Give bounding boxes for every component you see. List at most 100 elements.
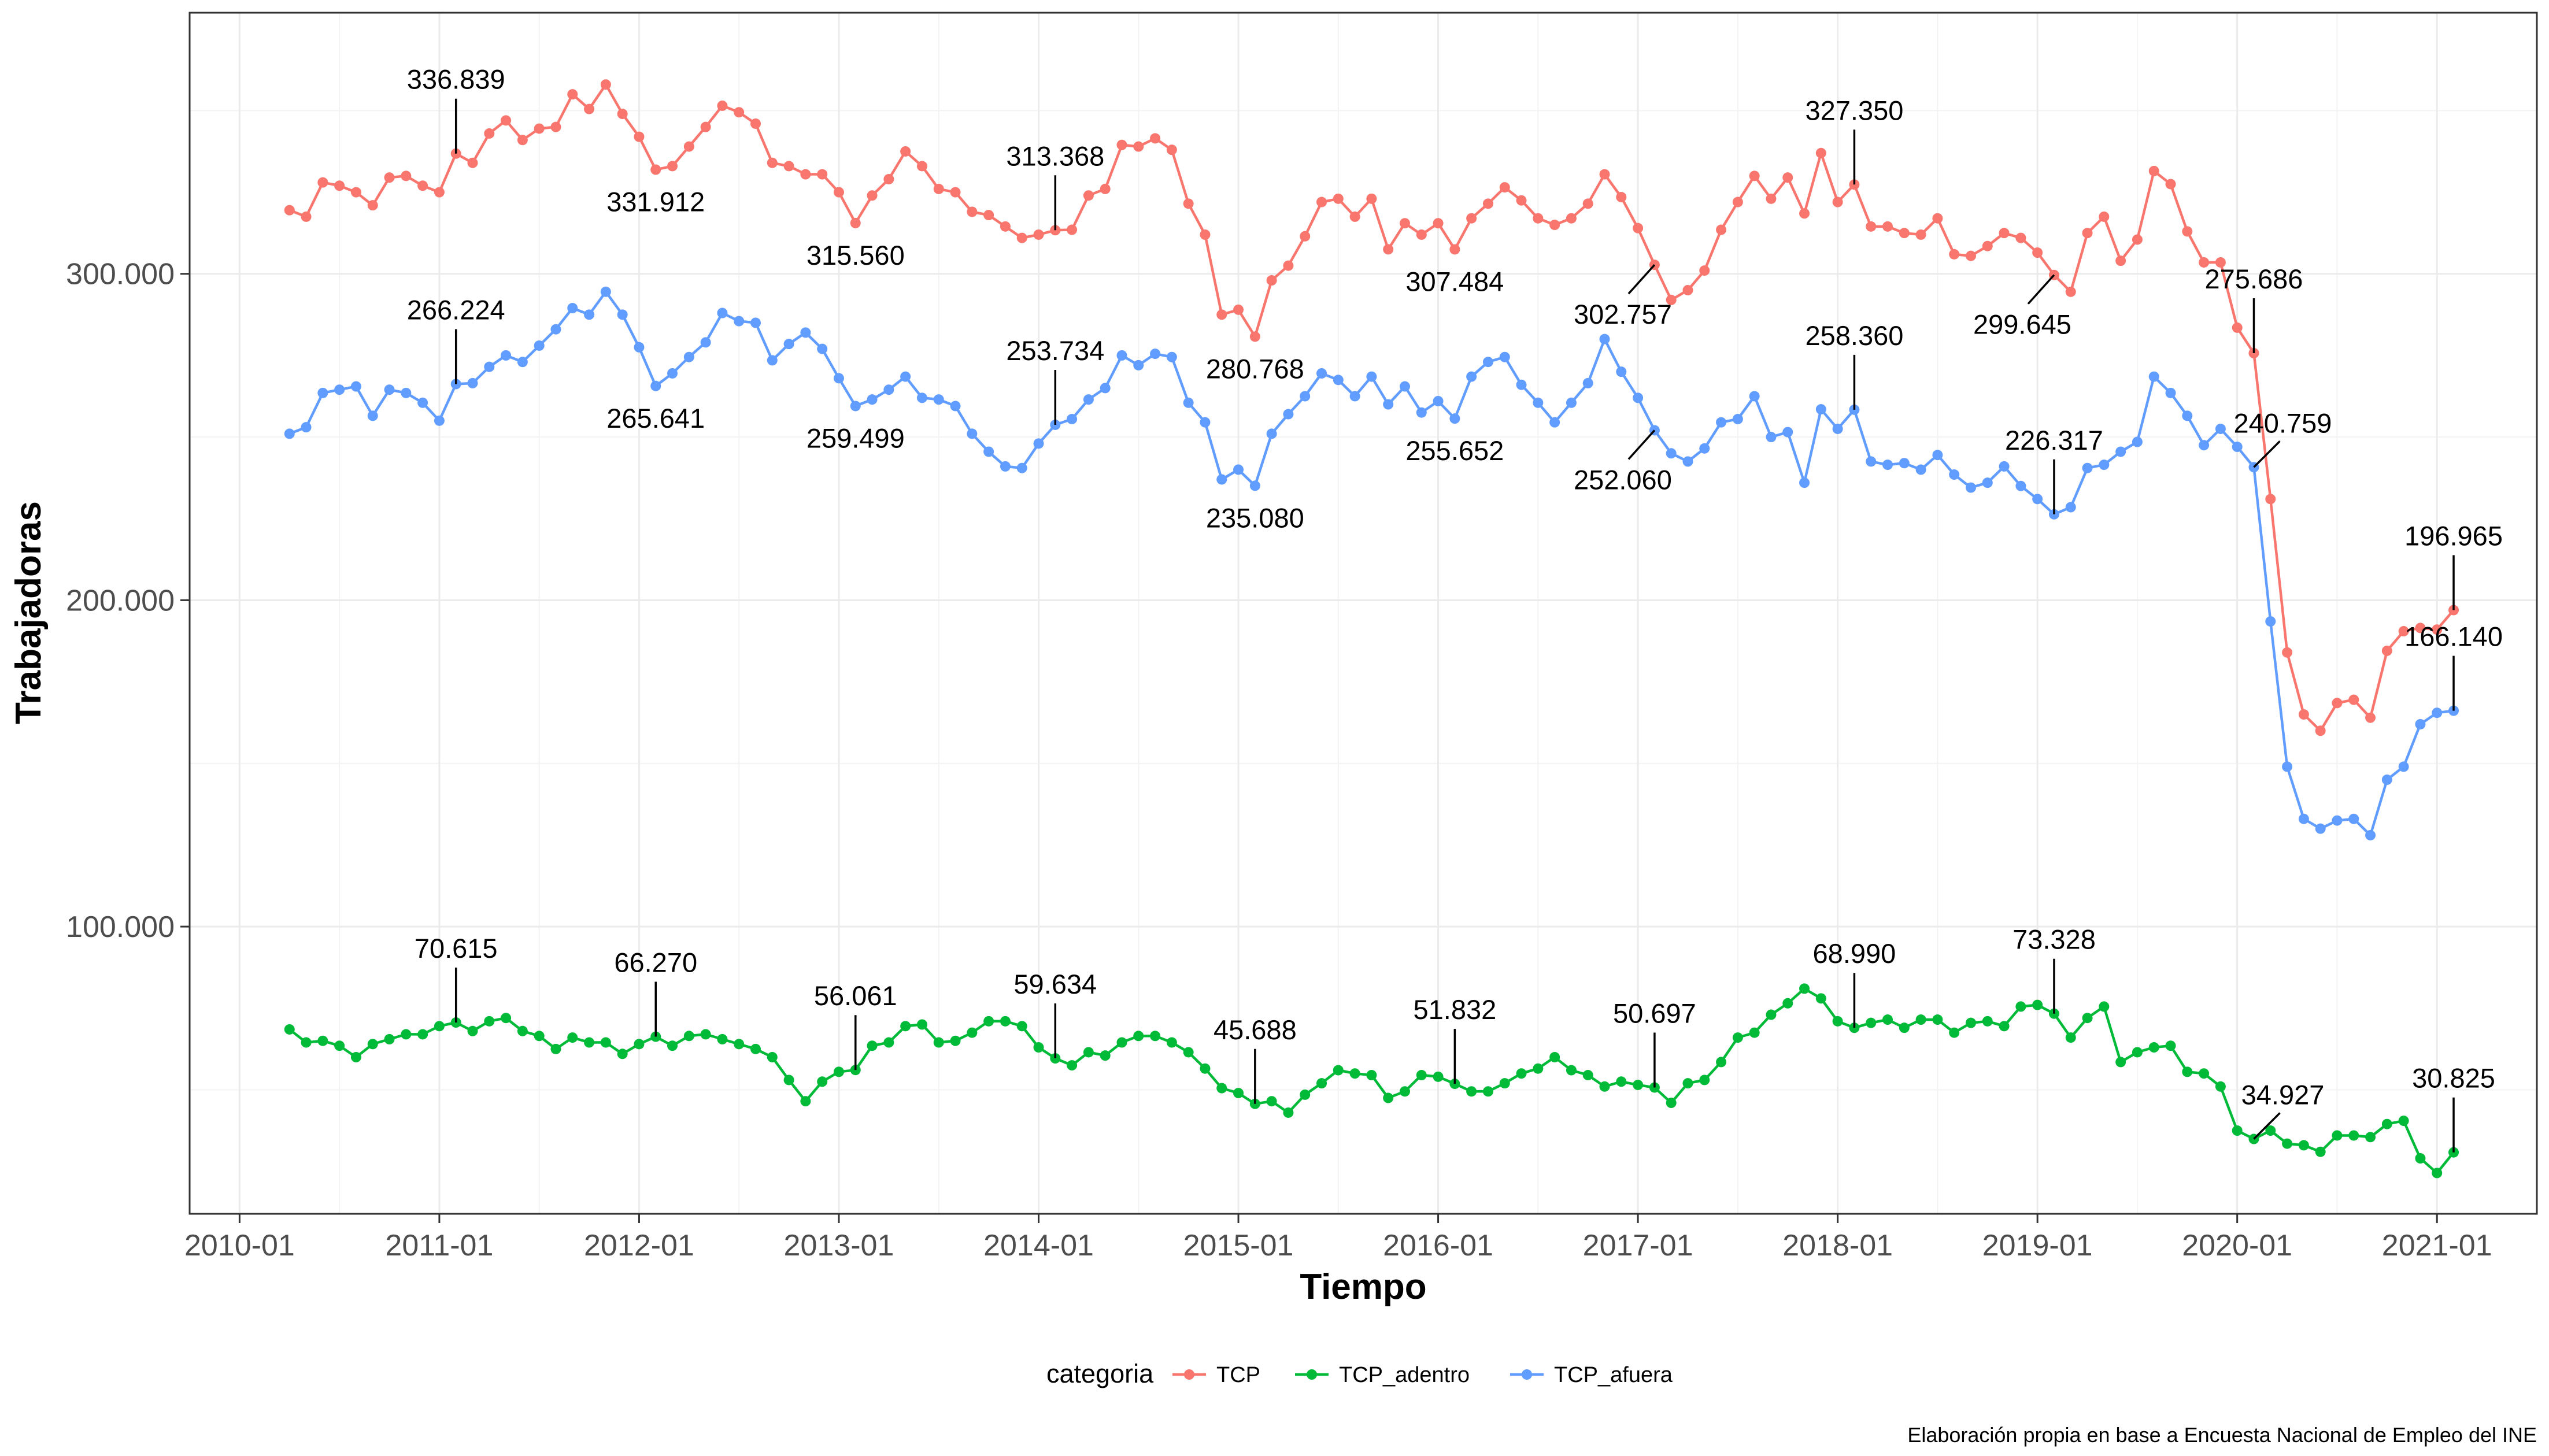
data-point xyxy=(401,1029,412,1040)
data-point xyxy=(1866,456,1877,467)
x-tick-label: 2010-01 xyxy=(184,1229,295,1262)
data-point xyxy=(1349,391,1360,402)
data-point xyxy=(2282,761,2293,772)
data-point xyxy=(1366,1070,1377,1081)
data-point xyxy=(634,131,645,142)
data-point xyxy=(1266,275,1277,286)
data-point xyxy=(1582,377,1593,388)
data-point xyxy=(2099,211,2110,222)
data-point xyxy=(1732,1032,1743,1043)
data-point xyxy=(883,384,894,395)
data-point xyxy=(1666,1098,1677,1109)
data-point xyxy=(634,342,645,353)
data-point xyxy=(617,109,628,120)
data-point xyxy=(1682,284,1693,295)
data-point xyxy=(1766,432,1777,443)
data-point xyxy=(1965,250,1976,261)
data-point xyxy=(1599,169,1610,180)
data-point xyxy=(417,1029,428,1040)
data-point xyxy=(1882,460,1893,470)
data-point xyxy=(767,355,778,366)
data-point xyxy=(467,157,478,168)
data-point xyxy=(2182,410,2193,421)
legend-label: TCP_adentro xyxy=(1339,1363,1470,1387)
data-point xyxy=(1549,417,1560,428)
data-point xyxy=(567,303,578,314)
data-point xyxy=(1915,229,1926,240)
data-point xyxy=(2099,460,2110,470)
x-axis-tick-labels: 2010-01 2011-01 2012-01 2013-01 2014-01 2015-… xyxy=(184,1229,2492,1262)
data-point xyxy=(2332,1130,2343,1141)
major-gridlines xyxy=(190,13,2537,1214)
data-label-TCP_afuera: 240.759 xyxy=(2234,407,2332,438)
data-point xyxy=(1133,141,1144,152)
data-point xyxy=(1599,334,1610,344)
data-point xyxy=(1999,461,2010,472)
data-point xyxy=(367,410,378,421)
data-point xyxy=(2365,712,2376,723)
data-point xyxy=(700,337,711,348)
series-TCP_afuera xyxy=(284,286,2459,840)
data-point xyxy=(734,1039,745,1050)
data-point xyxy=(1633,223,1644,234)
data-point xyxy=(1216,309,1227,320)
data-point xyxy=(1433,218,1444,229)
data-point xyxy=(1549,220,1560,231)
data-point xyxy=(600,286,611,297)
data-point xyxy=(401,171,412,181)
data-point xyxy=(1699,443,1710,454)
data-point xyxy=(1383,399,1394,410)
data-point xyxy=(1932,450,1943,461)
data-point xyxy=(1150,1031,1161,1042)
data-point xyxy=(750,1043,761,1054)
data-label-TCP_afuera: 255.652 xyxy=(1405,435,1504,466)
data-point xyxy=(550,121,561,132)
y-tick-label: 300.000 xyxy=(66,258,175,291)
data-point xyxy=(750,317,761,328)
data-point xyxy=(1466,213,1477,224)
data-label-TCP_afuera: 265.641 xyxy=(606,403,705,434)
x-tick-label: 2017-01 xyxy=(1583,1229,1693,1262)
data-point xyxy=(1582,1070,1593,1081)
data-point xyxy=(1516,379,1527,390)
legend: categoria TCP TCP_adentro TCP_afuera xyxy=(1046,1359,1673,1388)
data-point xyxy=(2265,494,2276,505)
data-label-TCP_adentro: 51.832 xyxy=(1413,994,1496,1025)
data-point xyxy=(1249,480,1260,491)
data-point xyxy=(1682,1078,1693,1089)
data-point xyxy=(334,384,345,395)
data-label-TCP_afuera: 266.224 xyxy=(407,294,505,325)
data-point xyxy=(1616,366,1627,377)
data-point xyxy=(867,190,878,201)
data-point xyxy=(1832,197,1843,208)
data-point xyxy=(501,1013,512,1024)
data-point xyxy=(1599,1081,1610,1092)
label-leader-line xyxy=(2253,440,2281,468)
data-point xyxy=(700,1029,711,1040)
series-TCP_adentro xyxy=(284,983,2459,1179)
data-point xyxy=(534,1031,545,1042)
data-label-TCP_afuera: 235.080 xyxy=(1206,502,1304,533)
data-point xyxy=(1200,229,1211,240)
data-point xyxy=(2148,1042,2159,1053)
data-point xyxy=(517,357,528,368)
data-point xyxy=(517,135,528,146)
data-point xyxy=(1033,438,1044,449)
data-point xyxy=(667,368,678,379)
data-label-TCP: 196.965 xyxy=(2404,521,2503,551)
data-point xyxy=(1533,1063,1544,1074)
data-point xyxy=(1283,260,1294,271)
data-point xyxy=(1782,998,1793,1009)
axis-ticks xyxy=(180,273,2438,1223)
x-tick-label: 2021-01 xyxy=(2382,1229,2492,1262)
data-point xyxy=(933,1037,944,1048)
data-point xyxy=(1249,331,1260,342)
data-point xyxy=(2298,709,2309,720)
data-point xyxy=(1067,224,1078,235)
data-point xyxy=(2065,286,2076,297)
data-point xyxy=(1549,1051,1560,1062)
data-label-TCP: 336.839 xyxy=(407,64,505,95)
data-point xyxy=(1749,1027,1760,1038)
data-point xyxy=(334,1040,345,1051)
